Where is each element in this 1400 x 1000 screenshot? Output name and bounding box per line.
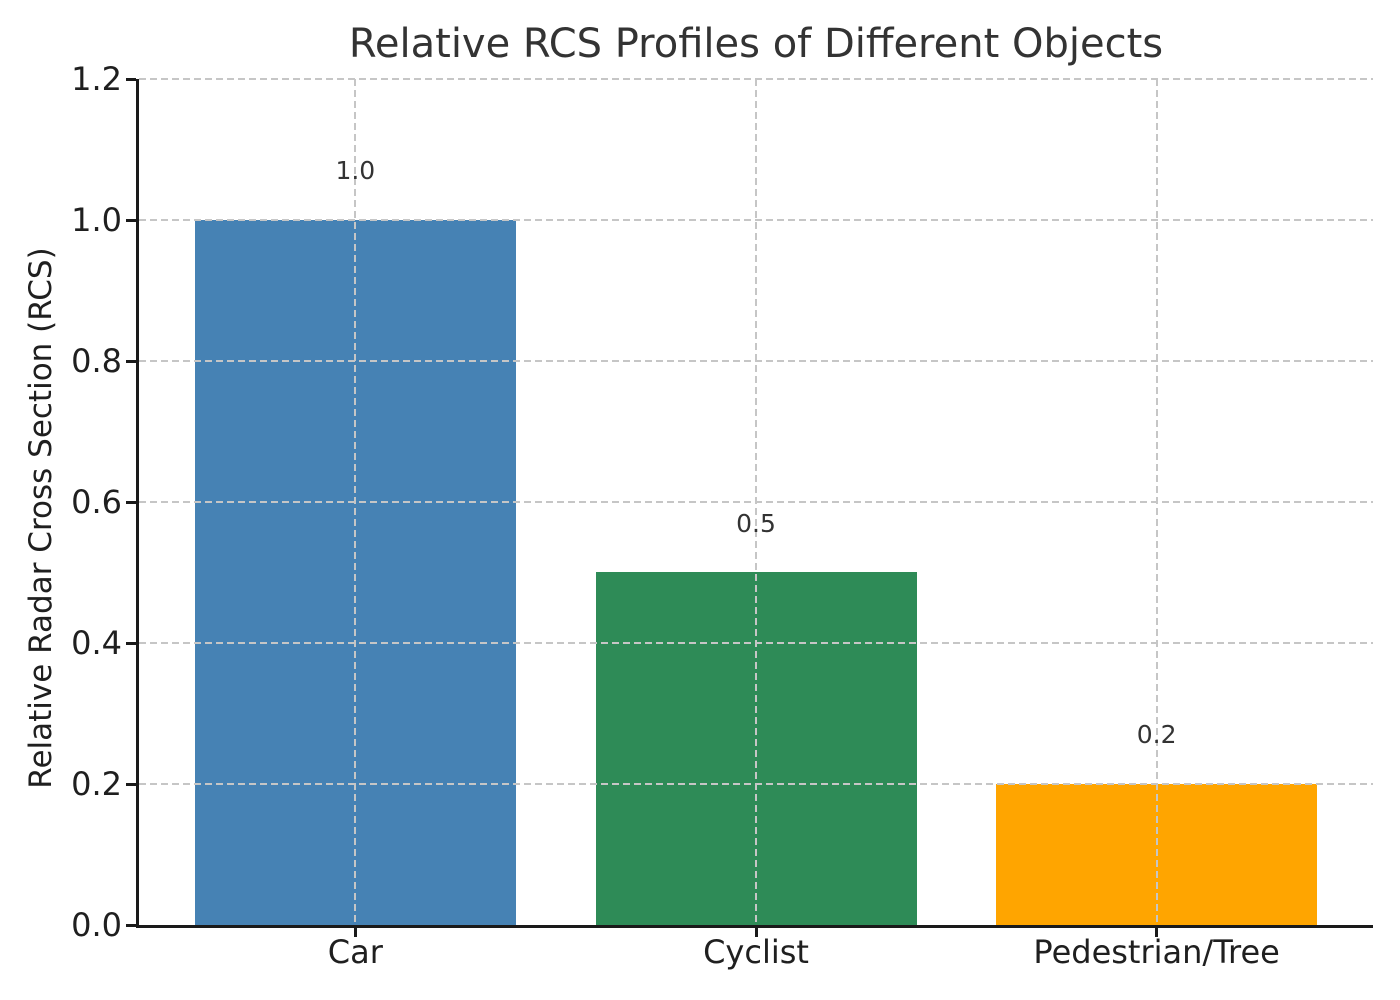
bar-value-label: 1.0 — [335, 156, 376, 185]
y-tick-mark — [126, 77, 136, 81]
y-tick-label: 0.8 — [71, 342, 122, 380]
y-tick-label: 1.2 — [71, 60, 122, 98]
x-tick-label-cyclist: Cyclist — [703, 933, 809, 971]
y-tick-label: 0.4 — [71, 624, 122, 662]
bar-pedestrian-tree — [996, 784, 1317, 925]
bar-value-label: 0.5 — [736, 508, 776, 538]
y-tick-label: 0.6 — [71, 483, 122, 521]
x-tick-label-pedestrian-tree: Pedestrian/Tree — [1033, 933, 1280, 971]
gridline-horizontal — [139, 78, 1373, 80]
x-tick-label-car: Car — [327, 933, 383, 971]
y-tick-mark — [126, 218, 136, 222]
y-tick-label: 1.0 — [71, 201, 122, 239]
chart-title: Relative RCS Profiles of Different Objec… — [348, 21, 1164, 67]
x-tick-mark — [1155, 928, 1159, 937]
bar-car — [195, 220, 516, 925]
plot-area: 1.0 0.5 0.2 — [136, 78, 1373, 928]
y-tick-mark — [126, 500, 136, 504]
y-tick-mark — [126, 641, 136, 645]
y-tick-label: 0.0 — [71, 906, 122, 944]
y-tick-label: 0.2 — [71, 765, 122, 803]
x-tick-mark — [754, 928, 758, 937]
bar-value-label: 0.2 — [1136, 720, 1177, 749]
bar-cyclist — [596, 572, 917, 925]
x-tick-mark — [353, 928, 357, 937]
y-tick-mark — [126, 923, 136, 927]
y-tick-mark — [126, 782, 136, 786]
y-tick-mark — [126, 359, 136, 363]
